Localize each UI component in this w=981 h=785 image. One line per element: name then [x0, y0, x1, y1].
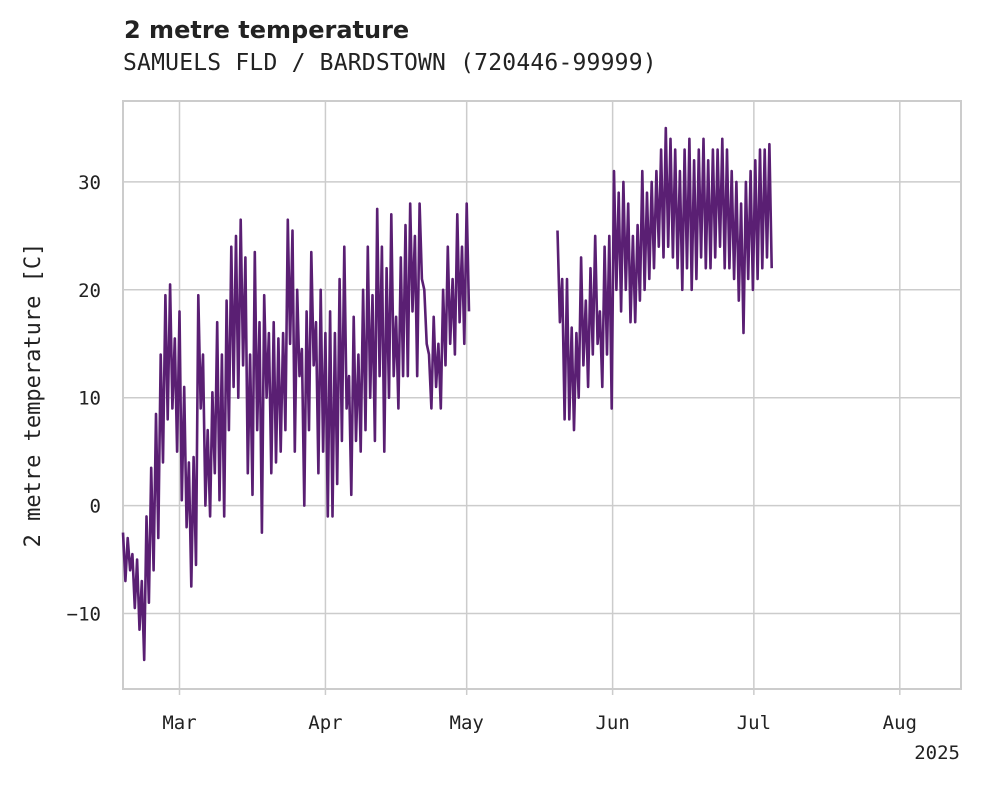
x-tick-label: Apr: [308, 712, 342, 734]
chart-title: 2 metre temperature: [124, 16, 410, 44]
x-tick-label: Aug: [883, 712, 917, 734]
y-tick-label: 10: [78, 388, 101, 410]
y-tick-label: 20: [78, 280, 101, 302]
temperature-series-line: [121, 126, 773, 662]
y-axis-label: 2 metre temperature [C]: [21, 243, 46, 548]
y-tick-label: 30: [78, 172, 101, 194]
x-tick-label: Jun: [595, 712, 629, 734]
x-tick-label: Jul: [737, 712, 771, 734]
y-tick-label: 0: [90, 496, 101, 518]
y-tick-label: −10: [67, 603, 101, 625]
chart-subtitle: SAMUELS FLD / BARDSTOWN (720446-99999): [123, 50, 657, 76]
plot-frame: [122, 100, 962, 690]
x-axis-year-label: 2025: [914, 742, 960, 764]
x-tick-label: Mar: [162, 712, 196, 734]
x-tick-label: May: [450, 712, 484, 734]
ticks-layer: −10 0 10 20 30 Mar Apr May Jun Jul Aug: [67, 172, 917, 734]
